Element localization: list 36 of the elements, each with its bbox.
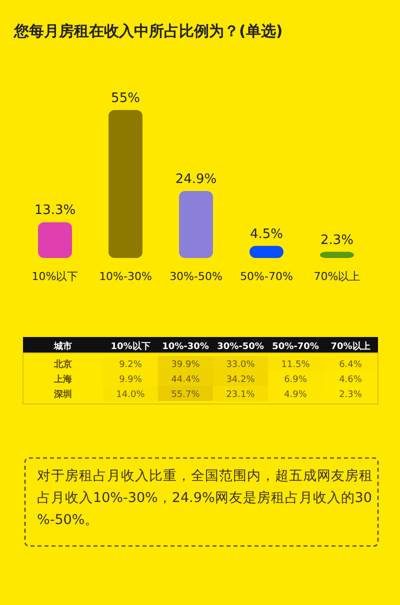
y-tick-label: 北京 <box>53 359 72 370</box>
x-tick-label: 50%-70% <box>240 270 293 283</box>
y-axis-title: 城市 <box>53 341 72 352</box>
data-label: 34.2% <box>226 375 256 385</box>
data-label: 55% <box>111 91 140 106</box>
data-label: 2.3% <box>320 232 354 248</box>
x-tick-label: 70%以上 <box>314 270 360 283</box>
data-label: 14.0% <box>116 390 146 400</box>
data-label: 4.5% <box>250 226 284 242</box>
data-label: 55.7% <box>171 390 200 400</box>
data-label: 6.9% <box>284 375 308 385</box>
data-label: 23.1% <box>226 390 256 400</box>
data-label: 13.3% <box>34 203 76 218</box>
data-label: 6.4% <box>339 360 362 370</box>
x-tick-label: 50%-70% <box>272 342 319 352</box>
data-label: 9.2% <box>119 360 142 370</box>
x-tick-label: 10%-30% <box>162 342 209 352</box>
data-label: 33.0% <box>226 360 256 370</box>
data-label: 44.4% <box>171 375 200 385</box>
chart-title: 您每月房租在收入中所占比例为？(单选) <box>13 22 283 40</box>
x-tick-label: 70%以上 <box>330 341 370 352</box>
x-tick-label: 10%以下 <box>32 270 78 283</box>
data-label: 39.9% <box>171 360 200 370</box>
data-label: 9.9% <box>119 375 142 385</box>
x-tick-label: 30%-50% <box>170 270 222 283</box>
data-label: 4.9% <box>284 390 308 400</box>
x-tick-label: 10%-30% <box>99 270 152 283</box>
text: 对于房租占月收入比重，全国范围内，超五成网友房租占月收入10%-30%，24.9%网友是房租占月收入的30%-50%。 <box>37 468 373 528</box>
y-tick-label: 上海 <box>53 374 72 385</box>
y-tick-label: 深圳 <box>53 389 72 400</box>
data-label: 4.6% <box>339 375 362 385</box>
x-tick-label: 10%以下 <box>110 341 150 352</box>
x-tick-label: 30%-50% <box>217 342 264 352</box>
data-label: 2.3% <box>339 390 362 400</box>
data-label: 11.5% <box>281 360 310 370</box>
data-label: 24.9% <box>175 172 217 187</box>
